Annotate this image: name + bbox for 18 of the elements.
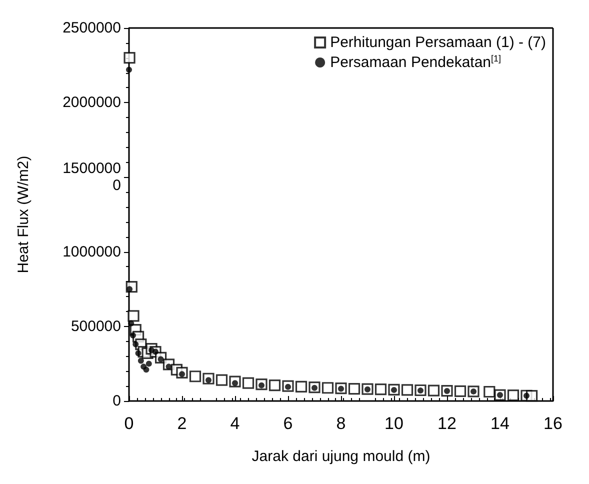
y-tick-label: 2500000 (62, 20, 121, 36)
y-tick-label: 1000000 (62, 243, 121, 260)
x-tick-label: 10 (384, 414, 404, 433)
x-tick-label: 6 (283, 414, 293, 433)
x-tick-label: 0 (124, 414, 134, 433)
y-tick-label: 0 (112, 392, 121, 410)
legend-label: Perhitungan Persamaan (1) - (7) (330, 34, 546, 51)
x-tick-label: 14 (490, 414, 510, 433)
x-tick-label: 4 (230, 414, 240, 433)
y-axis-title: Heat Flux (W/m2) (15, 156, 32, 274)
y-tick-label: 2000000 (62, 94, 121, 112)
y-tick-label: 500000 (70, 318, 121, 335)
x-tick-label: 8 (336, 414, 346, 433)
x-axis-title: Jarak dari ujung mould (m) (252, 448, 430, 465)
x-tick-label: 16 (544, 414, 562, 433)
x-tick-label: 12 (438, 414, 456, 433)
y-tick-label: 1500000 0 (62, 160, 121, 194)
x-tick-label: 2 (177, 414, 187, 433)
